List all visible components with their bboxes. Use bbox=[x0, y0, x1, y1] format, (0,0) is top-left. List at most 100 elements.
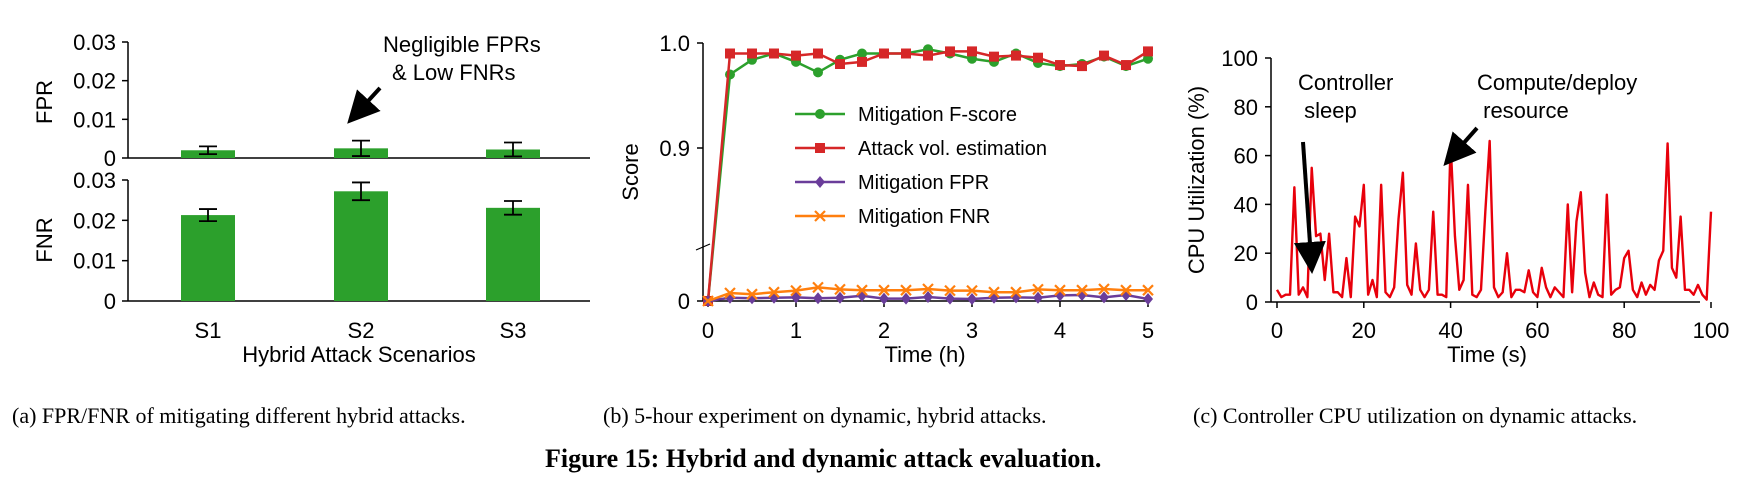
caption-a: (a) FPR/FNR of mitigating different hybr… bbox=[12, 403, 466, 428]
data-point bbox=[879, 48, 889, 59]
x-tick-label: 60 bbox=[1525, 318, 1549, 343]
data-point bbox=[923, 50, 933, 61]
data-point bbox=[1033, 291, 1043, 304]
cpu-y-label: CPU Utilization (%) bbox=[1184, 86, 1209, 274]
y-tick-label: 0 bbox=[678, 289, 690, 314]
data-point bbox=[702, 295, 714, 307]
data-point bbox=[857, 48, 867, 59]
x-tick-label: 100 bbox=[1693, 318, 1730, 343]
data-point bbox=[900, 284, 912, 296]
y-tick-label: 0.02 bbox=[73, 69, 116, 94]
x-tick-label: 40 bbox=[1438, 318, 1462, 343]
cpu-x-label: Time (s) bbox=[1447, 342, 1527, 367]
x-tick-label: 1 bbox=[790, 318, 802, 343]
data-point bbox=[945, 46, 955, 57]
cpu-annotation-sleep-arrow bbox=[1293, 141, 1326, 274]
bar-s3 bbox=[486, 207, 540, 301]
panel-a-fpr-fnr: 0 0.01 0.02 0.03 FPR Negligible FPRs & Low … bbox=[32, 30, 590, 367]
data-point bbox=[813, 67, 823, 78]
data-point bbox=[725, 69, 735, 80]
x-tick-label: 4 bbox=[1054, 318, 1066, 343]
data-point bbox=[1121, 60, 1131, 71]
data-point bbox=[812, 281, 824, 294]
data-point bbox=[989, 51, 999, 62]
data-point bbox=[1054, 284, 1066, 296]
data-point bbox=[879, 292, 889, 305]
cpu-annotation-compute-line1: Compute/deploy bbox=[1477, 70, 1637, 95]
x-tick-label: 2 bbox=[878, 318, 890, 343]
x-tick-label-s1: S1 bbox=[195, 318, 222, 343]
cpu-annotation-compute-line2: resource bbox=[1477, 98, 1569, 123]
y-tick-label: 0.03 bbox=[73, 168, 116, 193]
data-point bbox=[1055, 60, 1065, 71]
data-point bbox=[856, 284, 868, 296]
data-point bbox=[1033, 52, 1043, 63]
y-tick-label: 60 bbox=[1234, 144, 1258, 169]
data-point bbox=[1076, 284, 1088, 296]
data-point bbox=[966, 284, 978, 297]
data-point bbox=[923, 291, 933, 303]
cpu-annotation-sleep-line2: sleep bbox=[1298, 98, 1357, 123]
score-x-label: Time (h) bbox=[884, 342, 965, 367]
y-tick-label: 0 bbox=[104, 146, 116, 171]
legend-label-3: Mitigation FNR bbox=[858, 206, 990, 228]
data-point bbox=[901, 48, 911, 59]
data-point bbox=[724, 287, 736, 299]
data-point bbox=[1098, 283, 1110, 295]
data-point bbox=[834, 283, 846, 296]
x-tick-label: 5 bbox=[1142, 318, 1154, 343]
data-point bbox=[769, 48, 779, 59]
bar-s1 bbox=[181, 215, 235, 301]
cpu-annotation-compute-arrow bbox=[1443, 126, 1479, 166]
x-tick-label: 80 bbox=[1612, 318, 1636, 343]
data-point bbox=[945, 292, 955, 305]
legend-label-0: Mitigation F-score bbox=[858, 104, 1017, 126]
data-point bbox=[790, 284, 802, 297]
data-point bbox=[1143, 46, 1153, 57]
y-tick-label: 1.0 bbox=[659, 31, 690, 56]
legend-marker-1 bbox=[815, 143, 825, 153]
score-axis-break bbox=[695, 243, 711, 251]
data-point bbox=[901, 292, 911, 305]
y-tick-label: 100 bbox=[1221, 46, 1258, 71]
legend-label-2: Mitigation FPR bbox=[858, 172, 989, 194]
fpr-annotation-arrow bbox=[347, 86, 382, 124]
data-point bbox=[813, 292, 823, 305]
fnr-subplot: 0 0.01 0.02 0.03 S1 S2 S3 FNR Hybrid Attack S… bbox=[32, 168, 590, 367]
fpr-y-label: FPR bbox=[32, 80, 57, 124]
score-y-label: Score bbox=[618, 143, 643, 200]
data-point bbox=[857, 56, 867, 67]
cpu-utilization-line bbox=[1275, 139, 1713, 301]
fpr-annotation-line1: Negligible FPRs bbox=[383, 32, 541, 57]
fnr-y-label: FNR bbox=[32, 217, 57, 262]
x-tick-label: 3 bbox=[966, 318, 978, 343]
x-tick-label: 0 bbox=[702, 318, 714, 343]
fnr-x-label: Hybrid Attack Scenarios bbox=[242, 342, 476, 367]
figure-title: Figure 15: Hybrid and dynamic attack eva… bbox=[545, 444, 1102, 473]
y-tick-label: 0 bbox=[1246, 290, 1258, 315]
y-tick-label: 0.03 bbox=[73, 30, 116, 55]
data-point bbox=[988, 286, 1000, 298]
legend-marker-0 bbox=[815, 109, 825, 119]
y-tick-label: 20 bbox=[1234, 241, 1258, 266]
caption-b: (b) 5-hour experiment on dynamic, hybrid… bbox=[603, 403, 1047, 428]
data-point bbox=[1142, 284, 1154, 296]
y-tick-label: 0.9 bbox=[659, 136, 690, 161]
y-tick-label: 0.01 bbox=[73, 107, 116, 132]
data-point bbox=[768, 286, 780, 298]
panel-b-score: 0 1 2 3 4 5 0 0.9 1.0 Mitigation F-score Attack v… bbox=[618, 31, 1154, 367]
data-point bbox=[747, 48, 757, 59]
y-tick-label: 0.02 bbox=[73, 208, 116, 233]
data-point bbox=[835, 59, 845, 69]
legend-marker-3 bbox=[814, 210, 826, 222]
data-point bbox=[967, 46, 977, 57]
caption-c: (c) Controller CPU utilization on dynami… bbox=[1193, 403, 1638, 428]
bar-s2 bbox=[334, 191, 388, 301]
data-point bbox=[1120, 284, 1132, 296]
data-point bbox=[725, 48, 735, 59]
data-point bbox=[878, 284, 890, 296]
x-tick-label-s3: S3 bbox=[500, 318, 527, 343]
legend-marker-2 bbox=[815, 176, 825, 188]
data-point bbox=[1011, 50, 1021, 61]
